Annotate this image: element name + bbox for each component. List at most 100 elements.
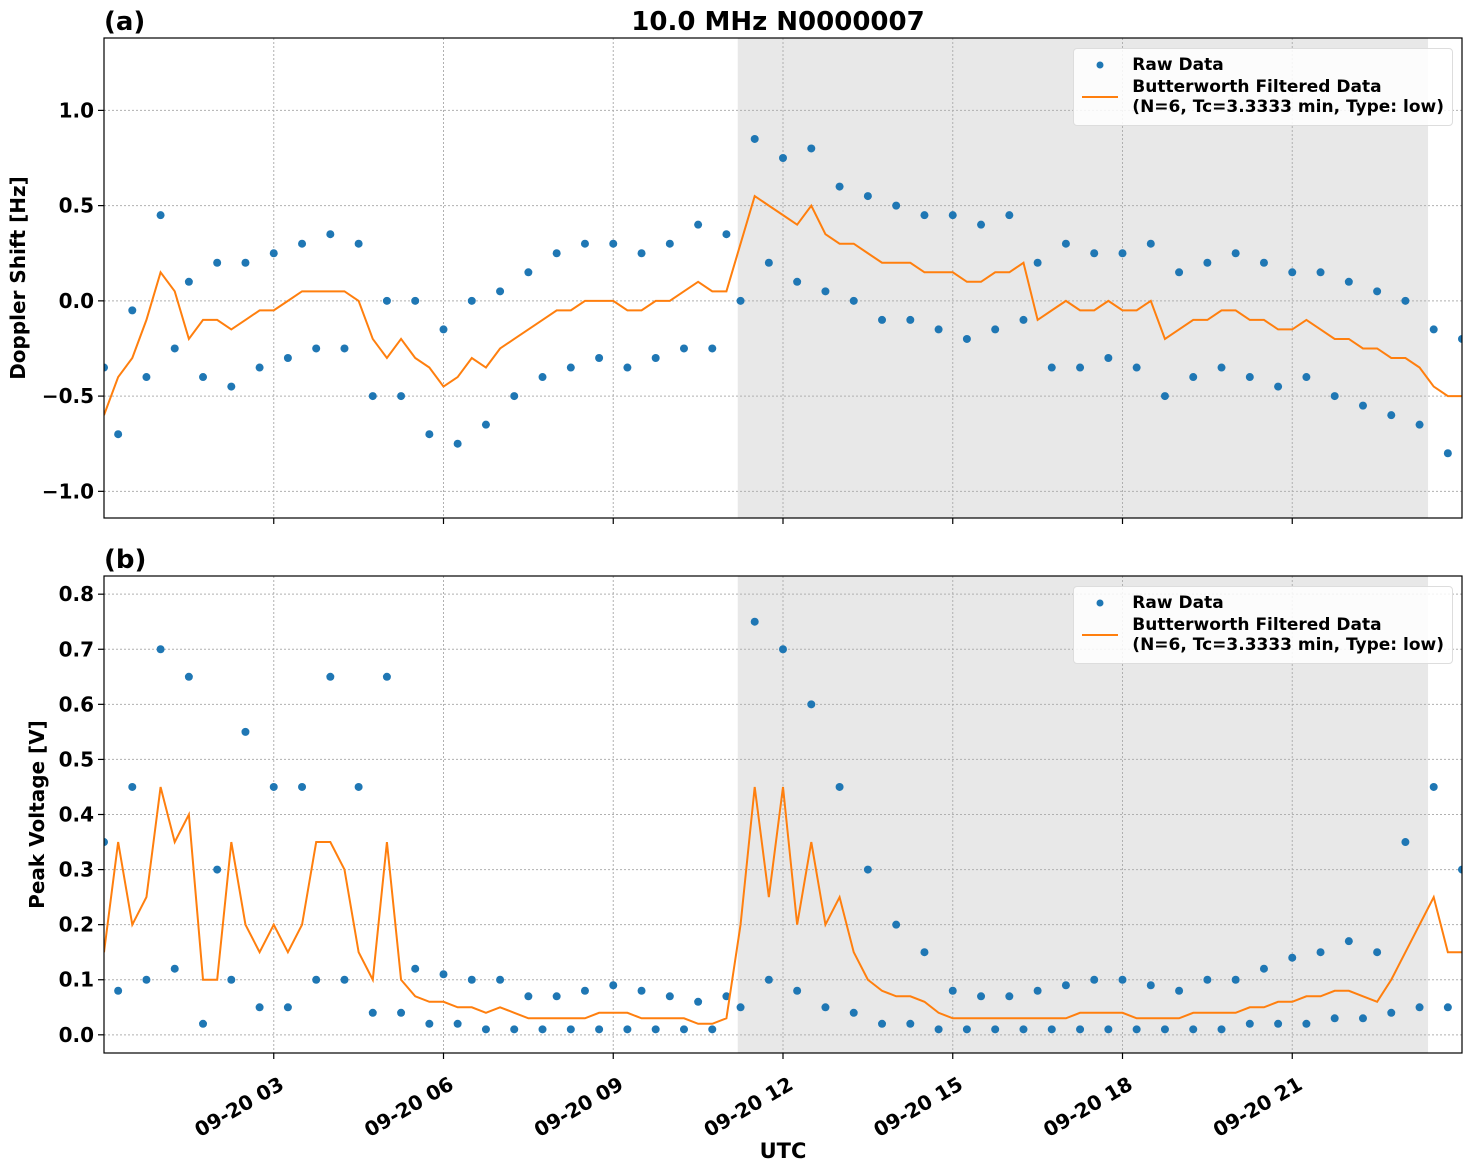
raw-point [1203, 258, 1212, 267]
raw-point [340, 344, 349, 353]
raw-point [1217, 1025, 1226, 1034]
raw-point [382, 672, 391, 681]
raw-point [934, 325, 943, 334]
raw-point [382, 296, 391, 305]
raw-point [453, 439, 462, 448]
legend: Raw Data Butterworth Filtered Data (N=6, … [1073, 48, 1453, 126]
raw-point [1090, 249, 1099, 258]
raw-point [1104, 1025, 1113, 1034]
raw-point [496, 287, 505, 296]
legend-swatch [1096, 61, 1104, 69]
legend-swatch [1082, 634, 1119, 636]
raw-point [977, 992, 986, 1001]
raw-point [128, 782, 137, 791]
raw-point [609, 981, 618, 990]
raw-point [1175, 986, 1184, 995]
raw-point [439, 970, 448, 979]
raw-point [708, 344, 717, 353]
legend-label: Butterworth Filtered Data (N=6, Tc=3.333… [1132, 615, 1444, 655]
raw-point [114, 430, 123, 439]
raw-point [1415, 1003, 1424, 1012]
raw-point [623, 363, 632, 372]
raw-point [269, 782, 278, 791]
raw-point [1458, 865, 1462, 874]
x-tick-label: 09-20 15 [869, 1072, 967, 1142]
panel-label: (a) [104, 7, 145, 37]
raw-point [821, 1003, 830, 1012]
raw-point [481, 420, 490, 429]
raw-point [750, 617, 759, 626]
raw-point [1231, 975, 1240, 984]
raw-point [481, 1025, 490, 1034]
raw-point [934, 1025, 943, 1034]
raw-point [340, 975, 349, 984]
raw-point [1090, 975, 1099, 984]
raw-point [1118, 975, 1127, 984]
raw-point [1061, 981, 1070, 990]
raw-point [255, 363, 264, 372]
raw-point [1274, 382, 1283, 391]
raw-point [170, 964, 179, 973]
raw-point [1302, 1019, 1311, 1028]
legend-marker [1096, 599, 1104, 607]
raw-point [1189, 373, 1198, 382]
y-tick-label: 0.0 [59, 1023, 94, 1047]
raw-point [694, 220, 703, 229]
y-tick-label: 0.5 [59, 194, 94, 218]
raw-point [1387, 411, 1396, 420]
raw-point [326, 230, 335, 239]
raw-point [1330, 1014, 1339, 1023]
y-tick-label: 0.0 [59, 289, 94, 313]
x-tick-label: 09-20 21 [1209, 1072, 1307, 1142]
raw-point [793, 277, 802, 286]
x-axis-label: UTC [760, 1139, 807, 1163]
raw-point [312, 975, 321, 984]
raw-point [354, 782, 363, 791]
raw-point [368, 392, 377, 401]
raw-point [1316, 268, 1325, 277]
legend: Raw Data Butterworth Filtered Data (N=6, … [1073, 586, 1453, 664]
y-tick-label: 0.6 [59, 692, 94, 716]
x-tick-label: 09-20 18 [1039, 1072, 1137, 1142]
raw-point [411, 964, 420, 973]
raw-point [878, 1019, 887, 1028]
raw-point [552, 992, 561, 1001]
raw-point [580, 986, 589, 995]
raw-point [863, 865, 872, 874]
raw-point [793, 986, 802, 995]
raw-point [312, 344, 321, 353]
raw-point [977, 220, 986, 229]
raw-point [241, 727, 250, 736]
y-tick-label: 0.8 [59, 582, 94, 606]
raw-point [1458, 334, 1462, 343]
raw-point [298, 239, 307, 248]
raw-point [566, 363, 575, 372]
raw-point [1358, 1014, 1367, 1023]
raw-point [496, 975, 505, 984]
raw-point [227, 382, 236, 391]
raw-point [1344, 277, 1353, 286]
raw-point [538, 373, 547, 382]
panel-label: (b) [104, 545, 146, 575]
raw-point [170, 344, 179, 353]
raw-point [1330, 392, 1339, 401]
raw-point [807, 700, 816, 709]
y-tick-label: 0.7 [59, 637, 94, 661]
raw-point [1274, 1019, 1283, 1028]
raw-point [1401, 296, 1410, 305]
raw-point [708, 1025, 717, 1034]
raw-point [283, 354, 292, 362]
raw-point [283, 1003, 292, 1012]
raw-point [1047, 363, 1056, 372]
raw-point [637, 249, 646, 258]
x-tick-label: 09-20 06 [360, 1072, 458, 1142]
raw-point [1203, 975, 1212, 984]
raw-point [1076, 363, 1085, 372]
chart-title: 10.0 MHz N0000007 [631, 7, 924, 37]
raw-point [184, 672, 193, 681]
raw-point [1288, 953, 1297, 962]
legend-marker [1096, 61, 1104, 69]
raw-point [821, 287, 830, 296]
x-tick-label: 09-20 03 [190, 1072, 288, 1142]
y-tick-label: 1.0 [59, 98, 94, 122]
